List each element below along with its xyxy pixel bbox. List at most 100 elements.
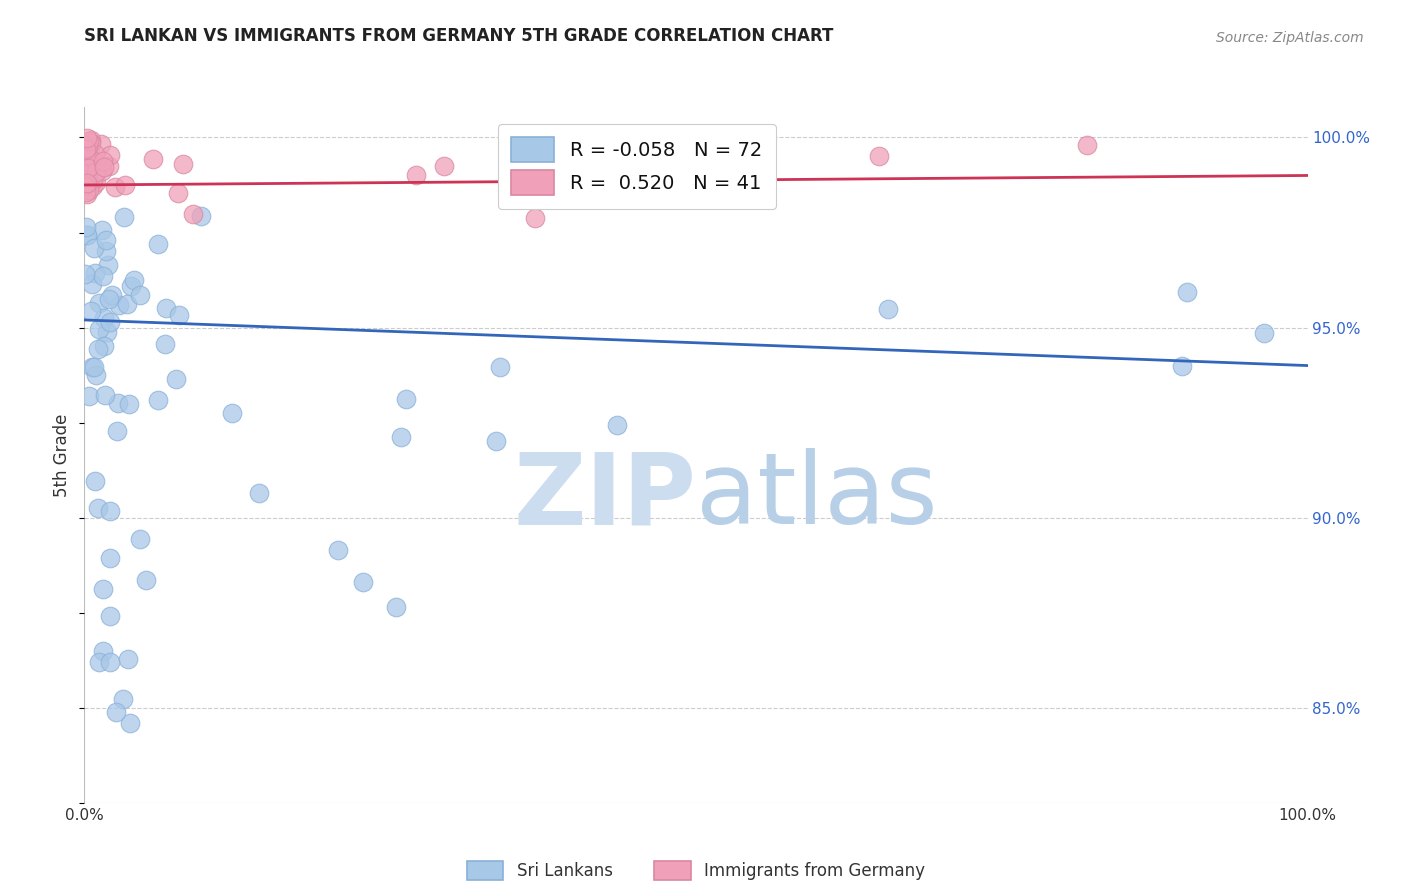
Point	[84, 147, 107, 161]
Point	[104, 179, 127, 194]
Point	[606, 418, 628, 433]
Point	[115, 297, 138, 311]
Point	[97, 259, 120, 273]
Point	[524, 211, 547, 226]
Point	[97, 292, 120, 306]
Text: Source: ZipAtlas.com: Source: ZipAtlas.com	[1216, 30, 1364, 45]
Point	[153, 337, 176, 351]
Point	[91, 223, 114, 237]
Point	[76, 227, 98, 242]
Point	[94, 244, 117, 258]
Point	[877, 301, 900, 316]
Point	[118, 715, 141, 730]
Point	[389, 430, 412, 444]
Point	[1170, 359, 1192, 373]
Point	[98, 147, 121, 161]
Point	[93, 338, 115, 352]
Point	[247, 486, 270, 500]
Point	[747, 149, 769, 163]
Point	[91, 268, 114, 283]
Point	[112, 210, 135, 224]
Point	[84, 368, 107, 383]
Point	[80, 277, 103, 292]
Point	[181, 207, 204, 221]
Point	[91, 163, 114, 178]
Point	[165, 372, 187, 386]
Point	[76, 131, 98, 145]
Point	[385, 599, 408, 614]
Point	[146, 236, 169, 251]
Point	[118, 396, 141, 410]
Point	[108, 298, 131, 312]
Point	[76, 168, 98, 182]
Point	[83, 266, 105, 280]
Point	[75, 268, 97, 282]
Point	[76, 176, 98, 190]
Point	[77, 183, 100, 197]
Point	[107, 395, 129, 409]
Point	[76, 227, 98, 242]
Point	[98, 159, 121, 173]
Y-axis label: 5th Grade: 5th Grade	[53, 413, 72, 497]
Point	[91, 644, 114, 658]
Point	[87, 655, 110, 669]
Point	[488, 359, 510, 374]
Point	[120, 279, 142, 293]
Point	[114, 178, 136, 192]
Point	[122, 273, 145, 287]
Point	[80, 304, 103, 318]
Point	[1253, 326, 1275, 341]
Point	[485, 434, 508, 449]
Point	[77, 389, 100, 403]
Point	[135, 573, 157, 587]
Point	[352, 575, 374, 590]
Text: ZIP: ZIP	[513, 448, 696, 545]
Point	[84, 165, 107, 179]
Point	[80, 133, 103, 147]
Point	[129, 287, 152, 301]
Point	[83, 359, 105, 374]
Point	[142, 152, 165, 166]
Point	[77, 161, 100, 175]
Point	[90, 137, 112, 152]
Point	[190, 209, 212, 223]
Point	[221, 406, 243, 420]
Point	[93, 160, 115, 174]
Point	[172, 156, 194, 170]
Point	[395, 392, 418, 406]
Point	[82, 173, 104, 187]
Point	[105, 425, 128, 439]
Point	[87, 296, 110, 310]
Point	[75, 220, 97, 235]
Point	[1175, 285, 1198, 299]
Point	[75, 186, 97, 200]
Text: atlas: atlas	[696, 448, 938, 545]
Point	[86, 156, 108, 170]
Point	[77, 140, 100, 154]
Point	[94, 388, 117, 402]
Point	[86, 500, 108, 515]
Point	[101, 288, 124, 302]
Point	[87, 342, 110, 356]
Point	[75, 142, 97, 156]
Point	[155, 301, 177, 315]
Point	[98, 315, 121, 329]
Point	[91, 153, 114, 168]
Point	[94, 233, 117, 247]
Point	[76, 159, 98, 173]
Point	[84, 475, 107, 489]
Point	[77, 134, 100, 148]
Point	[82, 179, 104, 194]
Point	[77, 149, 100, 163]
Point	[76, 186, 98, 201]
Point	[105, 705, 128, 719]
Point	[98, 655, 121, 669]
Point	[93, 311, 115, 326]
Point	[75, 178, 97, 192]
Point	[96, 325, 118, 339]
Point	[1076, 138, 1098, 153]
Point	[80, 136, 103, 151]
Point	[869, 149, 891, 163]
Point	[87, 322, 110, 336]
Point	[98, 504, 121, 518]
